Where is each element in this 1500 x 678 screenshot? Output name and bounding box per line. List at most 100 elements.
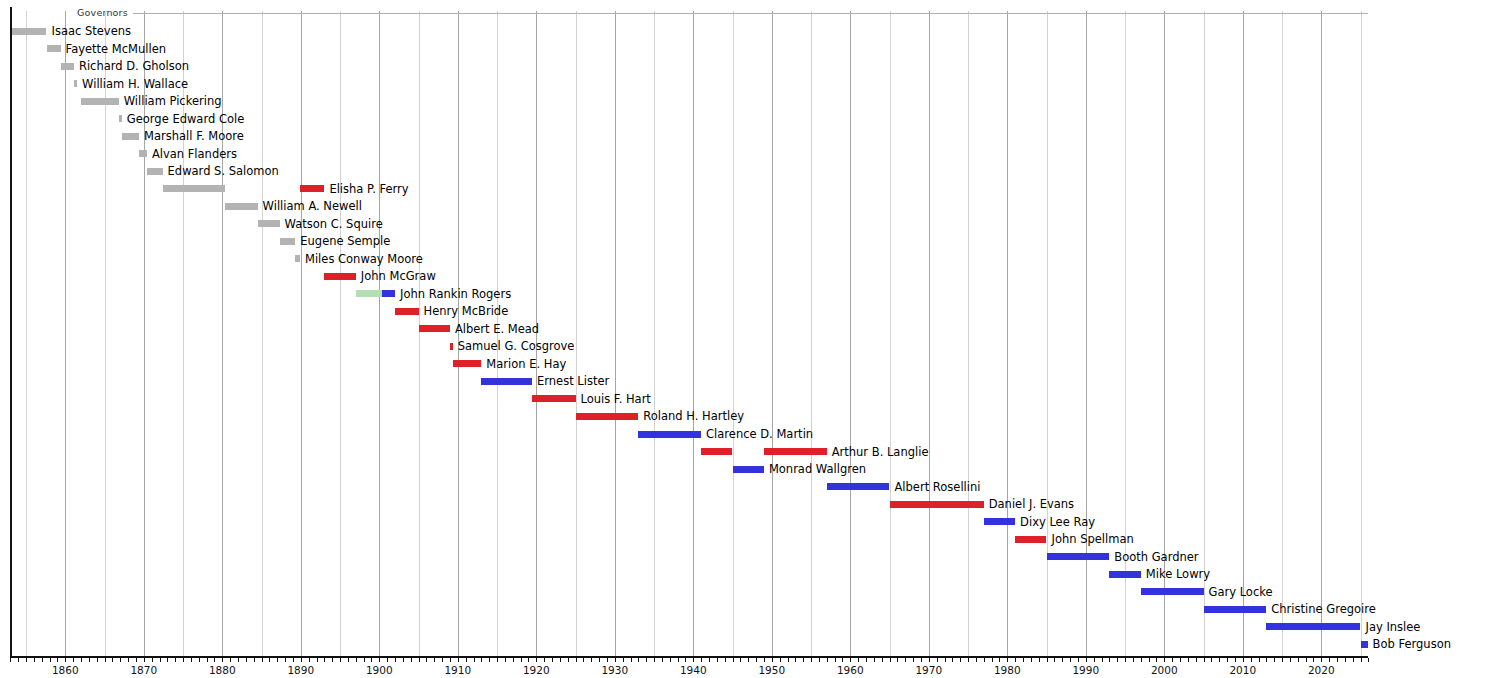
x-axis-tick: [576, 658, 577, 662]
x-axis-tick: [882, 658, 883, 662]
x-axis-tick: [348, 658, 349, 662]
term-bar-democratic: [1204, 606, 1267, 613]
x-axis-tick: [317, 658, 318, 662]
x-axis-tick: [945, 658, 946, 662]
x-axis-tick: [521, 658, 522, 662]
governor-label: William H. Wallace: [82, 77, 188, 91]
x-axis-tick: [819, 658, 820, 662]
x-axis-label-1980: 1980: [994, 664, 1021, 676]
x-axis-label-1900: 1900: [366, 664, 393, 676]
governor-label: Samuel G. Cosgrove: [458, 339, 575, 353]
x-axis-tick: [693, 658, 694, 662]
x-axis-tick: [788, 658, 789, 662]
term-bar-territorial: [280, 238, 296, 245]
x-axis-tick: [152, 658, 153, 662]
x-axis-tick: [803, 658, 804, 662]
x-axis-tick: [1156, 658, 1157, 662]
term-bar-republican: [576, 413, 639, 420]
x-axis-tick: [1054, 658, 1055, 662]
x-axis-tick: [568, 658, 569, 662]
term-bar-republican: [532, 395, 576, 402]
governor-label: Ernest Lister: [537, 374, 609, 388]
term-bar-territorial: [81, 98, 119, 105]
x-axis-label-1890: 1890: [287, 664, 314, 676]
term-bar-republican: [419, 325, 450, 332]
x-axis-tick: [34, 658, 35, 662]
x-axis-tick: [874, 658, 875, 662]
term-bar-democratic: [1266, 623, 1360, 630]
x-axis-tick: [952, 658, 953, 662]
x-axis-tick: [1368, 658, 1369, 662]
x-axis-label-1870: 1870: [130, 664, 157, 676]
x-axis-tick: [340, 658, 341, 662]
x-axis-tick: [128, 658, 129, 662]
x-axis-tick: [50, 658, 51, 662]
x-axis-tick: [199, 658, 200, 662]
x-axis-tick: [214, 658, 215, 662]
term-bar-republican: [395, 308, 419, 315]
term-bar-democratic: [638, 431, 701, 438]
term-bar-territorial: [163, 185, 226, 192]
governor-label: George Edward Cole: [127, 112, 244, 126]
term-bar-territorial: [119, 115, 122, 122]
x-axis-tick: [277, 658, 278, 662]
x-axis-tick: [167, 658, 168, 662]
x-axis-tick: [262, 658, 263, 662]
gridline-1950: [772, 11, 773, 657]
x-axis-tick: [905, 658, 906, 662]
x-axis-tick: [144, 658, 145, 662]
x-axis-tick: [254, 658, 255, 662]
term-bar-republican: [324, 273, 355, 280]
term-bar-territorial: [61, 63, 74, 70]
term-bar-territorial: [11, 28, 46, 35]
x-axis-label-2000: 2000: [1151, 664, 1178, 676]
x-axis-tick: [387, 658, 388, 662]
x-axis-tick: [835, 658, 836, 662]
x-axis-label-2010: 2010: [1229, 664, 1256, 676]
x-axis-tick: [992, 658, 993, 662]
x-axis-tick: [866, 658, 867, 662]
term-bar-republican: [453, 360, 482, 367]
x-axis-tick: [1109, 658, 1110, 662]
x-axis-tick: [725, 658, 726, 662]
x-axis-tick: [230, 658, 231, 662]
x-axis-tick: [1227, 658, 1228, 662]
gridline-2005: [1204, 11, 1205, 657]
x-axis-tick: [1298, 658, 1299, 662]
x-axis-tick: [756, 658, 757, 662]
x-axis-tick: [1251, 658, 1252, 662]
x-axis-tick: [81, 658, 82, 662]
x-axis-tick: [528, 658, 529, 662]
x-axis-tick: [929, 658, 930, 662]
x-axis-tick: [1031, 658, 1032, 662]
x-axis-tick: [552, 658, 553, 662]
gridline-1890: [301, 11, 302, 657]
gridline-2010: [1243, 11, 1244, 657]
term-bar-republican: [300, 185, 324, 192]
term-bar-territorial: [258, 220, 280, 227]
x-axis-tick: [160, 658, 161, 662]
x-axis-tick: [489, 658, 490, 662]
governor-label: Eugene Semple: [300, 234, 390, 248]
term-bar-republican: [764, 448, 827, 455]
x-axis-tick: [1306, 658, 1307, 662]
x-axis-tick: [1337, 658, 1338, 662]
governor-label: Isaac Stevens: [52, 24, 132, 38]
x-axis-tick: [780, 658, 781, 662]
x-axis-tick: [827, 658, 828, 662]
governor-label: Watson C. Squire: [285, 217, 383, 231]
x-axis-tick: [364, 658, 365, 662]
governor-label: Albert Rosellini: [895, 480, 981, 494]
x-axis-tick: [685, 658, 686, 662]
x-axis-tick: [332, 658, 333, 662]
x-axis-tick: [960, 658, 961, 662]
x-axis-tick: [1015, 658, 1016, 662]
term-bar-republican: [701, 448, 732, 455]
gridline-1930: [615, 11, 616, 657]
x-axis-tick: [631, 658, 632, 662]
x-axis-tick: [1007, 658, 1008, 662]
governor-label: Alvan Flanders: [152, 147, 237, 161]
chart-title: Governors: [77, 7, 128, 18]
x-axis-tick: [238, 658, 239, 662]
x-axis-tick: [1172, 658, 1173, 662]
